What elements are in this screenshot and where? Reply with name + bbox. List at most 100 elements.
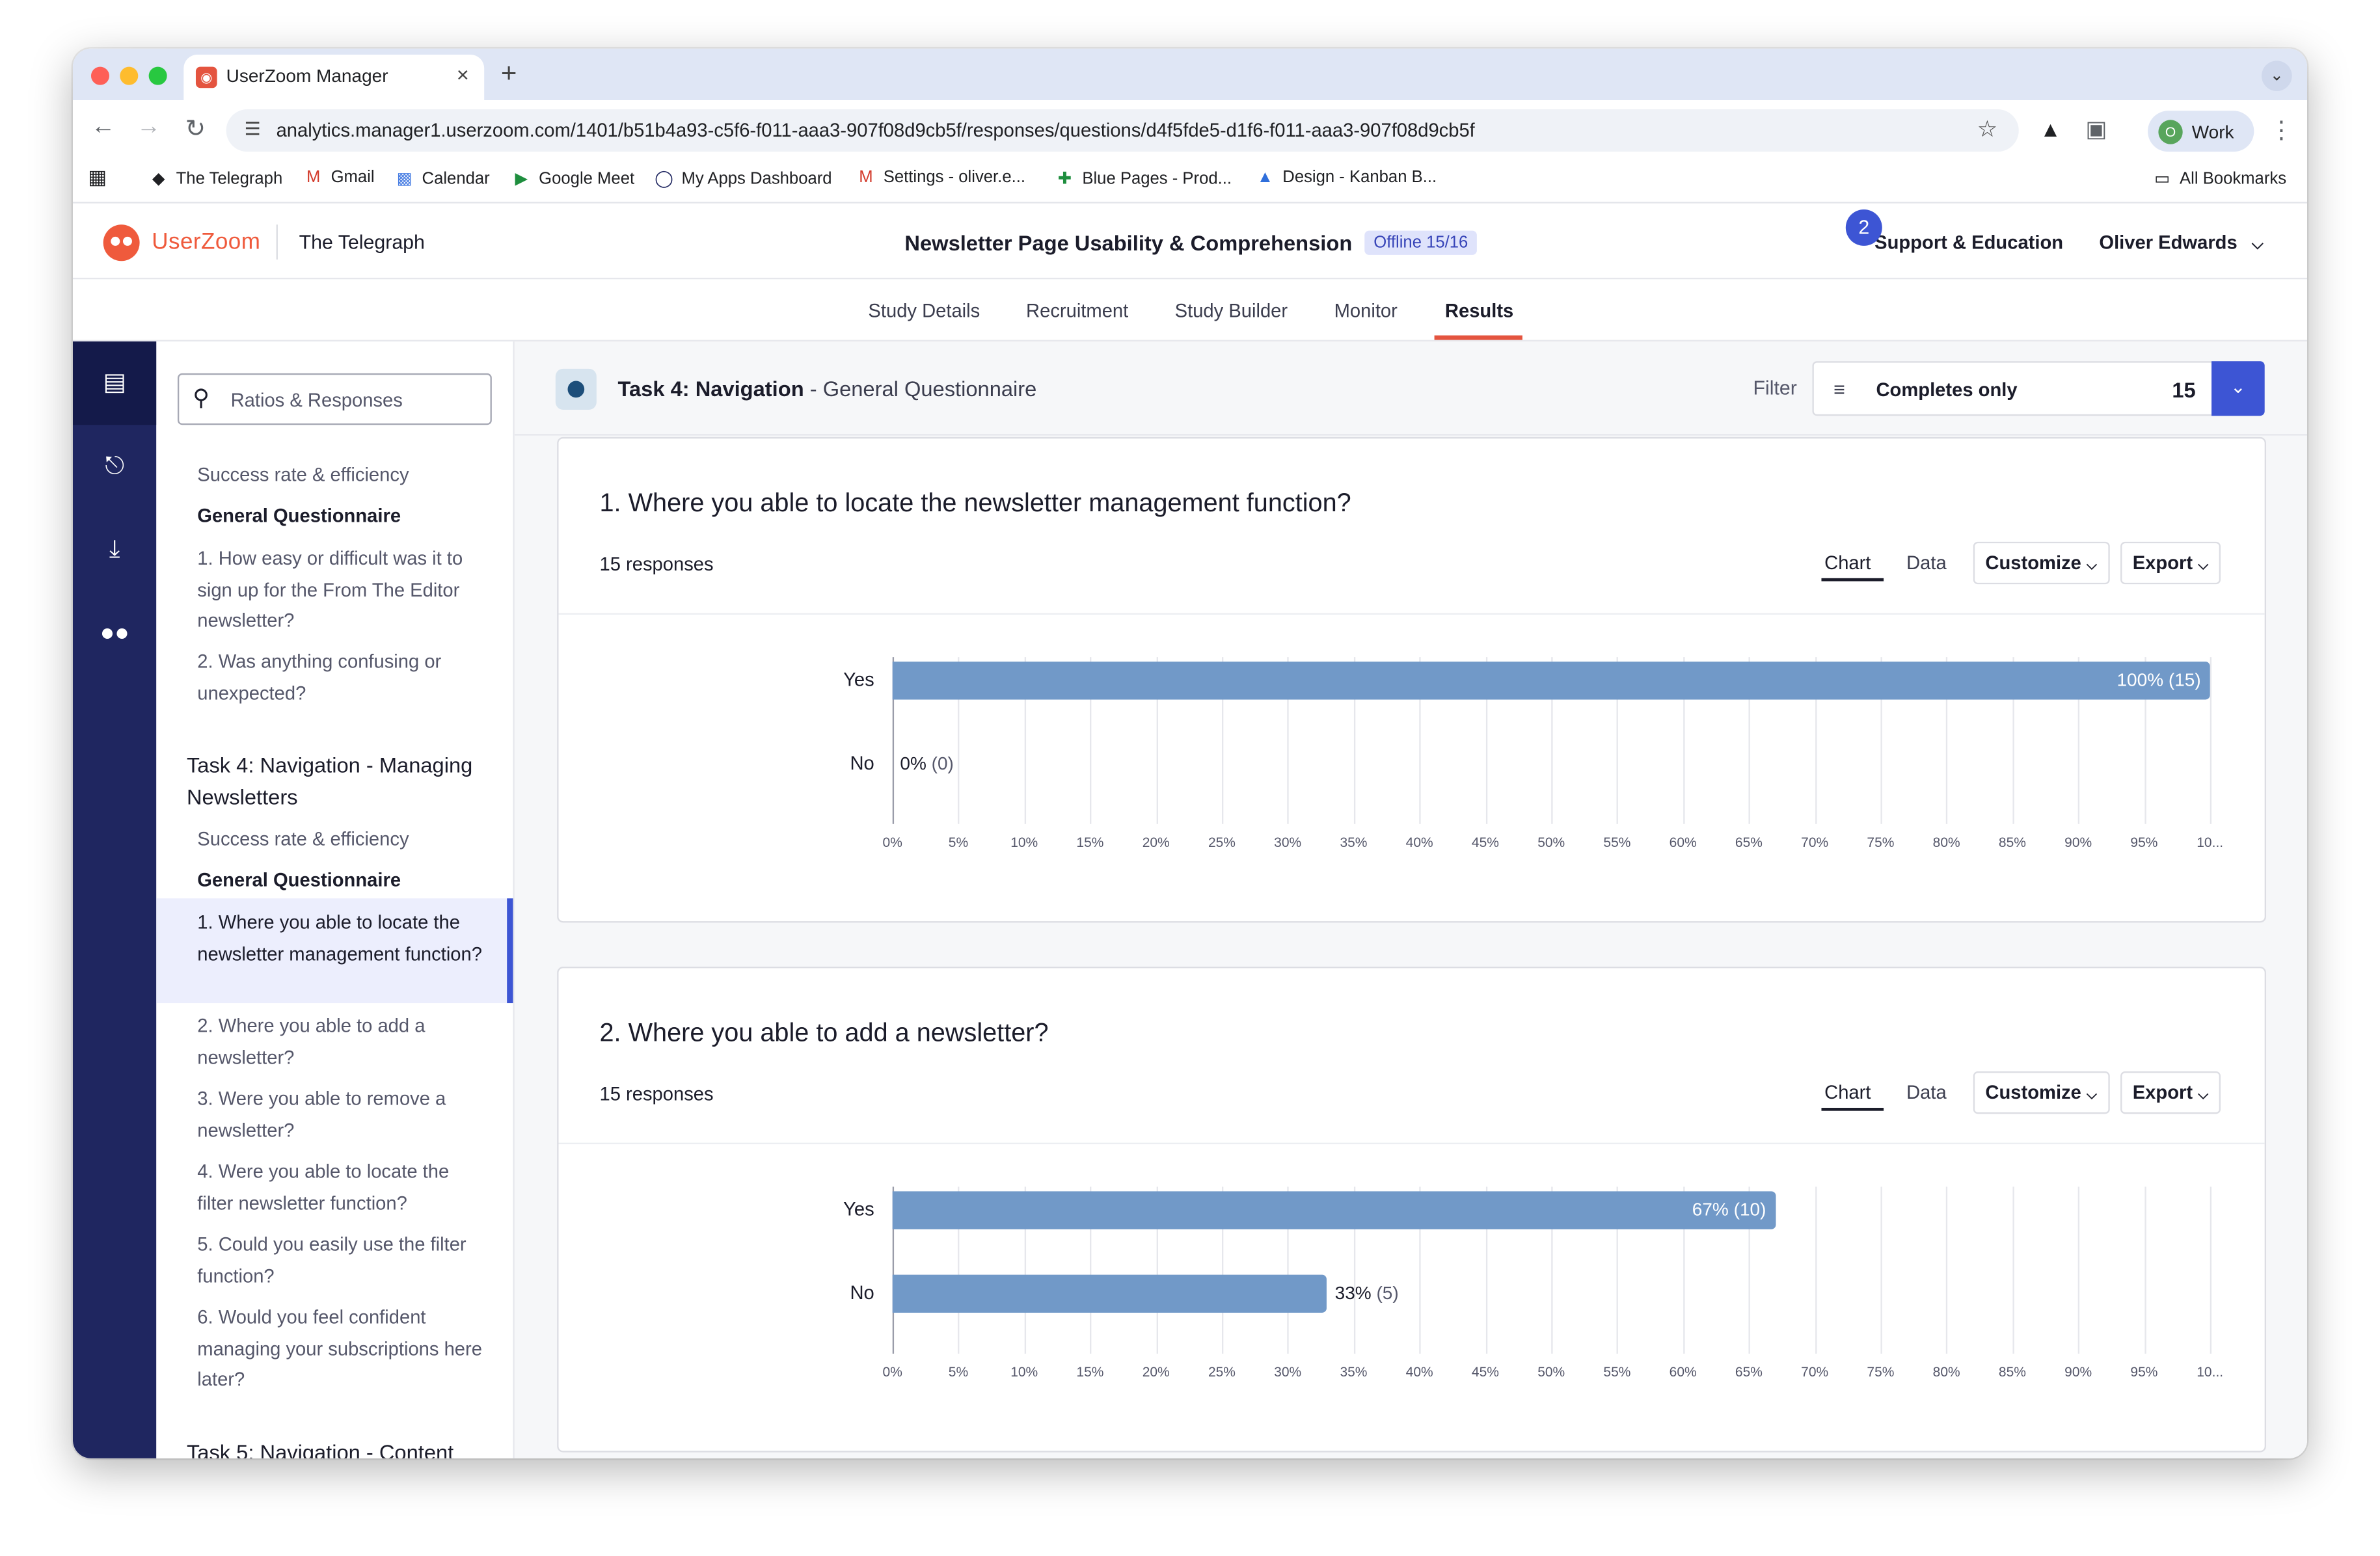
chevron-down-icon: ⌵: [2087, 557, 2097, 572]
search-input[interactable]: ⚲ Ratios & Responses: [177, 373, 492, 425]
gmail-icon: M: [306, 168, 321, 187]
bookmark-blue-pages[interactable]: ✚ Blue Pages - Prod...: [1055, 168, 1232, 188]
data-tab[interactable]: Data: [1906, 552, 1947, 574]
x-tick-label: 80%: [1932, 835, 1960, 850]
bar[interactable]: [892, 662, 2210, 700]
export-button[interactable]: Export ⌵: [2120, 541, 2221, 585]
avatar: O: [2158, 120, 2183, 144]
zoom-window-icon[interactable]: [148, 66, 167, 85]
bar[interactable]: [892, 1274, 1327, 1313]
browser-tab[interactable]: ◉ UserZoom Manager ×: [183, 54, 485, 100]
chart-tab[interactable]: Chart: [1824, 1082, 1871, 1104]
sidebar-item-active[interactable]: 1. Where you able to locate the newslett…: [197, 912, 482, 965]
sidebar-item[interactable]: 1. How easy or difficult was it to sign …: [197, 548, 463, 632]
forward-icon[interactable]: →: [136, 113, 161, 140]
user-menu[interactable]: Oliver Edwards ⌵: [2099, 232, 2263, 254]
active-tab-underline: [1821, 578, 1884, 582]
close-window-icon[interactable]: [90, 66, 109, 85]
tab-monitor[interactable]: Monitor: [1334, 300, 1398, 322]
reload-icon[interactable]: ↻: [185, 116, 206, 143]
sidebar-item[interactable]: 2. Was anything confusing or unexpected?: [197, 651, 442, 704]
gridline: [1156, 657, 1158, 824]
gridline: [2078, 657, 2080, 824]
customize-button[interactable]: Customize ⌵: [1973, 1071, 2109, 1114]
support-link[interactable]: Support & Education: [1874, 232, 2064, 254]
extensions-puzzle-icon[interactable]: ▣: [2085, 116, 2107, 143]
sidebar-group-label[interactable]: General Questionnaire: [197, 505, 401, 527]
close-tab-icon[interactable]: ×: [456, 62, 469, 87]
gridline: [1221, 657, 1224, 824]
x-tick-label: 55%: [1603, 1364, 1631, 1380]
gridline: [1946, 657, 1949, 824]
bookmark-telegraph[interactable]: ◆ The Telegraph: [149, 168, 282, 188]
category-label: No: [850, 753, 874, 774]
back-icon[interactable]: ←: [90, 113, 116, 140]
bar[interactable]: [892, 1191, 1776, 1229]
sidebar-section-title[interactable]: Task 4: Navigation - Managing Newsletter…: [186, 753, 473, 809]
sidebar-item[interactable]: 4. Were you able to locate the filter ne…: [197, 1160, 450, 1214]
chart-tab[interactable]: Chart: [1824, 552, 1871, 574]
gmail-icon: M: [859, 168, 873, 187]
sidebar-item[interactable]: Success rate & efficiency: [197, 828, 409, 850]
bookmark-gmail[interactable]: M Gmail: [304, 168, 375, 187]
share-nodes-icon[interactable]: ⎋: [105, 453, 124, 480]
x-tick-label: 65%: [1735, 1364, 1763, 1380]
bookmark-my-apps[interactable]: ◯ My Apps Dashboard: [654, 168, 832, 188]
sidebar-item[interactable]: 3. Were you able to remove a newsletter?: [197, 1088, 446, 1141]
tab-recruitment[interactable]: Recruitment: [1026, 300, 1129, 322]
bookmark-calendar[interactable]: ▩ Calendar: [395, 168, 490, 188]
sidebar-item[interactable]: Success rate & efficiency: [197, 464, 409, 486]
export-button[interactable]: Export ⌵: [2120, 1071, 2221, 1114]
userzoom-logo-icon[interactable]: [103, 224, 140, 262]
download-icon[interactable]: ⤓: [109, 537, 120, 563]
data-label-count: (10): [1728, 1198, 1766, 1220]
new-tab-icon[interactable]: +: [500, 57, 517, 88]
userzoom-favicon-icon: ◉: [195, 66, 217, 88]
gridline: [1485, 1187, 1487, 1354]
x-tick-label: 50%: [1537, 1364, 1565, 1380]
logo-text[interactable]: UserZoom: [152, 229, 261, 255]
x-tick-label: 35%: [1340, 835, 1368, 850]
bar-chart-icon[interactable]: ▤: [72, 341, 157, 425]
tab-search-chevron-icon[interactable]: ⌄: [2262, 60, 2292, 91]
chevron-down-icon[interactable]: ⌄: [2211, 361, 2265, 416]
x-tick-label: 40%: [1405, 1364, 1433, 1380]
sidebar-section-title[interactable]: Task 5: Navigation - Content: [186, 1440, 454, 1458]
sidebar-item[interactable]: 2. Where you able to add a newsletter?: [197, 1015, 426, 1068]
category-label: No: [850, 1282, 874, 1304]
address-bar[interactable]: ☰ analytics.manager1.userzoom.com/1401/b…: [226, 109, 2019, 152]
apps-grid-icon[interactable]: ▦: [88, 165, 107, 189]
tab-results[interactable]: Results: [1444, 300, 1514, 322]
tab-study-builder[interactable]: Study Builder: [1174, 300, 1288, 322]
x-tick-label: 20%: [1142, 835, 1170, 850]
x-tick-label: 80%: [1932, 1364, 1960, 1380]
question-title: 1. Where you able to locate the newslett…: [599, 489, 1351, 518]
url-text[interactable]: analytics.manager1.userzoom.com/1401/b51…: [276, 120, 1475, 141]
gridline: [2012, 657, 2014, 824]
sidebar-item[interactable]: 6. Would you feel confident managing you…: [197, 1306, 482, 1390]
minimize-window-icon[interactable]: [120, 66, 139, 85]
profile-button[interactable]: O Work: [2148, 111, 2254, 152]
gridline: [1288, 657, 1290, 824]
filter-select[interactable]: ≡ Completes only 15 ⌄: [1812, 361, 2265, 416]
x-tick-label: 75%: [1867, 1364, 1895, 1380]
bookmark-settings[interactable]: M Settings - oliver.e...: [856, 168, 1025, 187]
app-header: UserZoom The Telegraph Newsletter Page U…: [72, 205, 2308, 280]
site-settings-icon[interactable]: ☰: [244, 118, 261, 140]
bookmark-design-kanban[interactable]: ▲ Design - Kanban B...: [1255, 168, 1437, 187]
questionnaire-icon: [555, 368, 597, 410]
all-bookmarks[interactable]: ▭ All Bookmarks: [2152, 168, 2286, 188]
extension-icon[interactable]: ▲: [2040, 116, 2061, 141]
bookmark-google-meet[interactable]: ▶ Google Meet: [511, 168, 634, 188]
sheets-icon: ✚: [1057, 170, 1072, 189]
sidebar-item[interactable]: 5. Could you easily use the filter funct…: [197, 1233, 467, 1287]
notification-badge[interactable]: 2: [1845, 209, 1882, 246]
data-tab[interactable]: Data: [1906, 1082, 1947, 1104]
users-icon[interactable]: ●●: [100, 621, 129, 647]
category-label: Yes: [843, 669, 874, 691]
tab-study-details[interactable]: Study Details: [868, 300, 980, 322]
more-menu-icon[interactable]: ⋮: [2269, 118, 2294, 144]
sidebar-group-label[interactable]: General Questionnaire: [197, 869, 401, 891]
customize-button[interactable]: Customize ⌵: [1973, 541, 2109, 585]
bookmark-star-icon[interactable]: ☆: [1977, 116, 1998, 143]
